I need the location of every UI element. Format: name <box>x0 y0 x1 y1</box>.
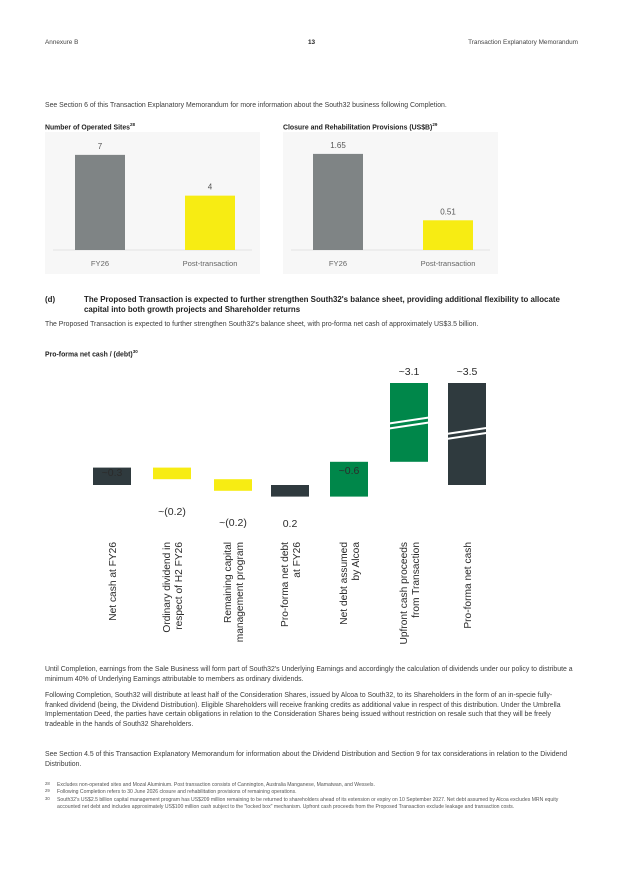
intro-paragraph: See Section 6 of this Transaction Explan… <box>45 102 447 109</box>
netcash-waterfall-chart: ~0.3 Net cash at FY26 ~(0.2) Ordinary divid… <box>93 366 488 645</box>
waterfall-bar-4 <box>330 461 368 497</box>
provisions-chart: 1.65 FY26 0.51 Post-transaction <box>283 132 498 274</box>
waterfall-category-label-5: Upfront cash proceedsfrom Transaction <box>399 542 422 645</box>
waterfall-value-label-3: 0.2 <box>283 518 298 530</box>
waterfall-category-line-4-1: by Alcoa <box>351 542 362 581</box>
waterfall-category-line-1-0: Ordinary dividend in <box>162 542 173 633</box>
waterfall-category-line-5-0: Upfront cash proceeds <box>399 542 410 645</box>
sites-chart: 7 FY26 4 Post-transaction <box>45 132 260 274</box>
footnote-29: 29 Following Completion refers to 30 June… <box>45 788 297 795</box>
sites-value-label-1: 4 <box>208 183 213 192</box>
sites-category-label-1: Post-transaction <box>183 259 238 268</box>
waterfall-category-label-3: Pro-forma net debtat FY26 <box>280 542 303 627</box>
waterfall-bar-1 <box>153 467 191 480</box>
sites-bar-0 <box>75 154 125 250</box>
waterfall-axis-break-6-b <box>446 431 488 440</box>
waterfall-axis-break-6-a <box>446 426 488 435</box>
footnote-30: 30 South32's US$2.5 billion capital manag… <box>45 796 559 810</box>
section-d-heading: The Proposed Transaction is expected to … <box>84 295 560 315</box>
waterfall-category-line-3-0: Pro-forma net debt <box>280 542 291 627</box>
paragraph-distribution: Following Completion, South32 will distr… <box>45 692 561 728</box>
waterfall-value-label-5: ~3.1 <box>399 366 420 378</box>
waterfall-axis-break-5-a <box>388 416 430 425</box>
waterfall-category-label-1: Ordinary dividend inrespect of H2 FY26 <box>162 542 185 633</box>
waterfall-category-line-4-0: Net debt assumed <box>339 542 350 625</box>
waterfall-value-label-6: ~3.5 <box>457 366 478 378</box>
waterfall-category-line-2-0: Remaining capital <box>223 542 234 623</box>
waterfall-value-label-1: ~(0.2) <box>158 506 186 518</box>
waterfall-value-label-0: ~0.3 <box>102 467 123 479</box>
waterfall-category-line-6-0: Pro-forma net cash <box>463 542 474 629</box>
waterfall-category-label-4: Net debt assumedby Alcoa <box>339 542 362 625</box>
sites-chart-label: Number of Operated Sites28 <box>45 122 136 132</box>
waterfall-value-label-4: ~0.6 <box>339 465 360 477</box>
waterfall-bar-3 <box>271 485 309 497</box>
waterfall-category-line-0-0: Net cash at FY26 <box>108 542 119 621</box>
page-number: 13 <box>307 39 316 46</box>
section-d-body: The Proposed Transaction is expected to … <box>45 321 479 328</box>
provisions-chart-label: Closure and Rehabilitation Provisions (U… <box>283 122 438 132</box>
sites-value-label-0: 7 <box>98 142 103 151</box>
paragraph-earnings: Until Completion, earnings from the Sale… <box>45 666 573 683</box>
provisions-value-label-0: 1.65 <box>330 141 346 150</box>
paragraph-see-section: See Section 4.5 of this Transaction Expl… <box>45 751 568 768</box>
provisions-category-label-0: FY26 <box>329 259 347 268</box>
provisions-bar-0 <box>313 153 363 250</box>
waterfall-category-line-3-1: at FY26 <box>292 542 303 578</box>
waterfall-category-label-2: Remaining capitalmanagement program <box>223 542 246 642</box>
header-left: Annexure B <box>45 39 79 46</box>
provisions-value-label-1: 0.51 <box>440 207 456 216</box>
sites-category-label-0: FY26 <box>91 259 109 268</box>
section-d-marker: (d) <box>45 295 56 304</box>
netcash-chart-label: Pro-forma net cash / (debt)30 <box>45 349 138 359</box>
waterfall-category-label-0: Net cash at FY26 <box>108 542 119 621</box>
waterfall-bar-2 <box>214 479 252 491</box>
provisions-bar-1 <box>423 220 473 250</box>
waterfall-value-label-2: ~(0.2) <box>219 517 247 529</box>
waterfall-category-label-6: Pro-forma net cash <box>463 542 474 629</box>
header-right: Transaction Explanatory Memorandum <box>468 39 578 46</box>
sites-bar-1 <box>185 195 235 250</box>
waterfall-category-line-5-1: from Transaction <box>411 542 422 618</box>
waterfall-category-line-1-1: respect of H2 FY26 <box>174 542 185 630</box>
waterfall-category-line-2-1: management program <box>235 542 246 642</box>
waterfall-bar-0 <box>93 467 131 485</box>
waterfall-axis-break-5-b <box>388 421 430 430</box>
footnote-28: 28 Excludes non-operated sites and Mozal … <box>45 781 375 788</box>
provisions-category-label-1: Post-transaction <box>421 259 476 268</box>
